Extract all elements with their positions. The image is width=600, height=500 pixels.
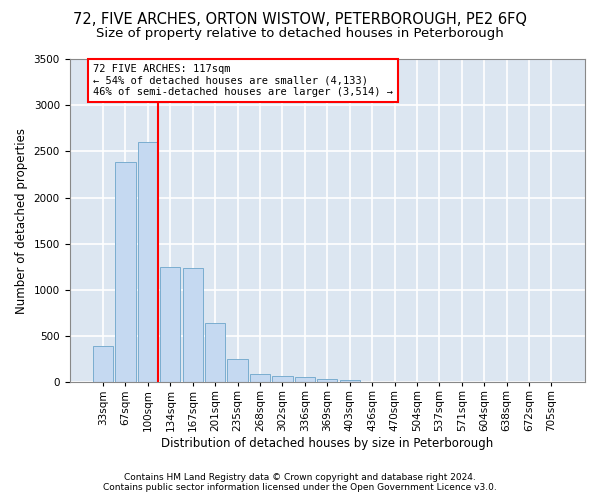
Bar: [227, 359, 248, 382]
X-axis label: Distribution of detached houses by size in Peterborough: Distribution of detached houses by size …: [161, 437, 493, 450]
Bar: [160, 267, 181, 382]
Bar: [138, 142, 158, 382]
Bar: [250, 374, 270, 382]
Y-axis label: Number of detached properties: Number of detached properties: [15, 128, 28, 314]
Bar: [272, 376, 293, 382]
Text: 72 FIVE ARCHES: 117sqm
← 54% of detached houses are smaller (4,133)
46% of semi-: 72 FIVE ARCHES: 117sqm ← 54% of detached…: [93, 64, 393, 97]
Text: Contains HM Land Registry data © Crown copyright and database right 2024.
Contai: Contains HM Land Registry data © Crown c…: [103, 473, 497, 492]
Bar: [295, 378, 315, 382]
Bar: [115, 162, 136, 382]
Bar: [182, 268, 203, 382]
Bar: [93, 346, 113, 382]
Text: 72, FIVE ARCHES, ORTON WISTOW, PETERBOROUGH, PE2 6FQ: 72, FIVE ARCHES, ORTON WISTOW, PETERBORO…: [73, 12, 527, 28]
Bar: [205, 323, 225, 382]
Text: Size of property relative to detached houses in Peterborough: Size of property relative to detached ho…: [96, 28, 504, 40]
Bar: [317, 378, 337, 382]
Bar: [340, 380, 360, 382]
